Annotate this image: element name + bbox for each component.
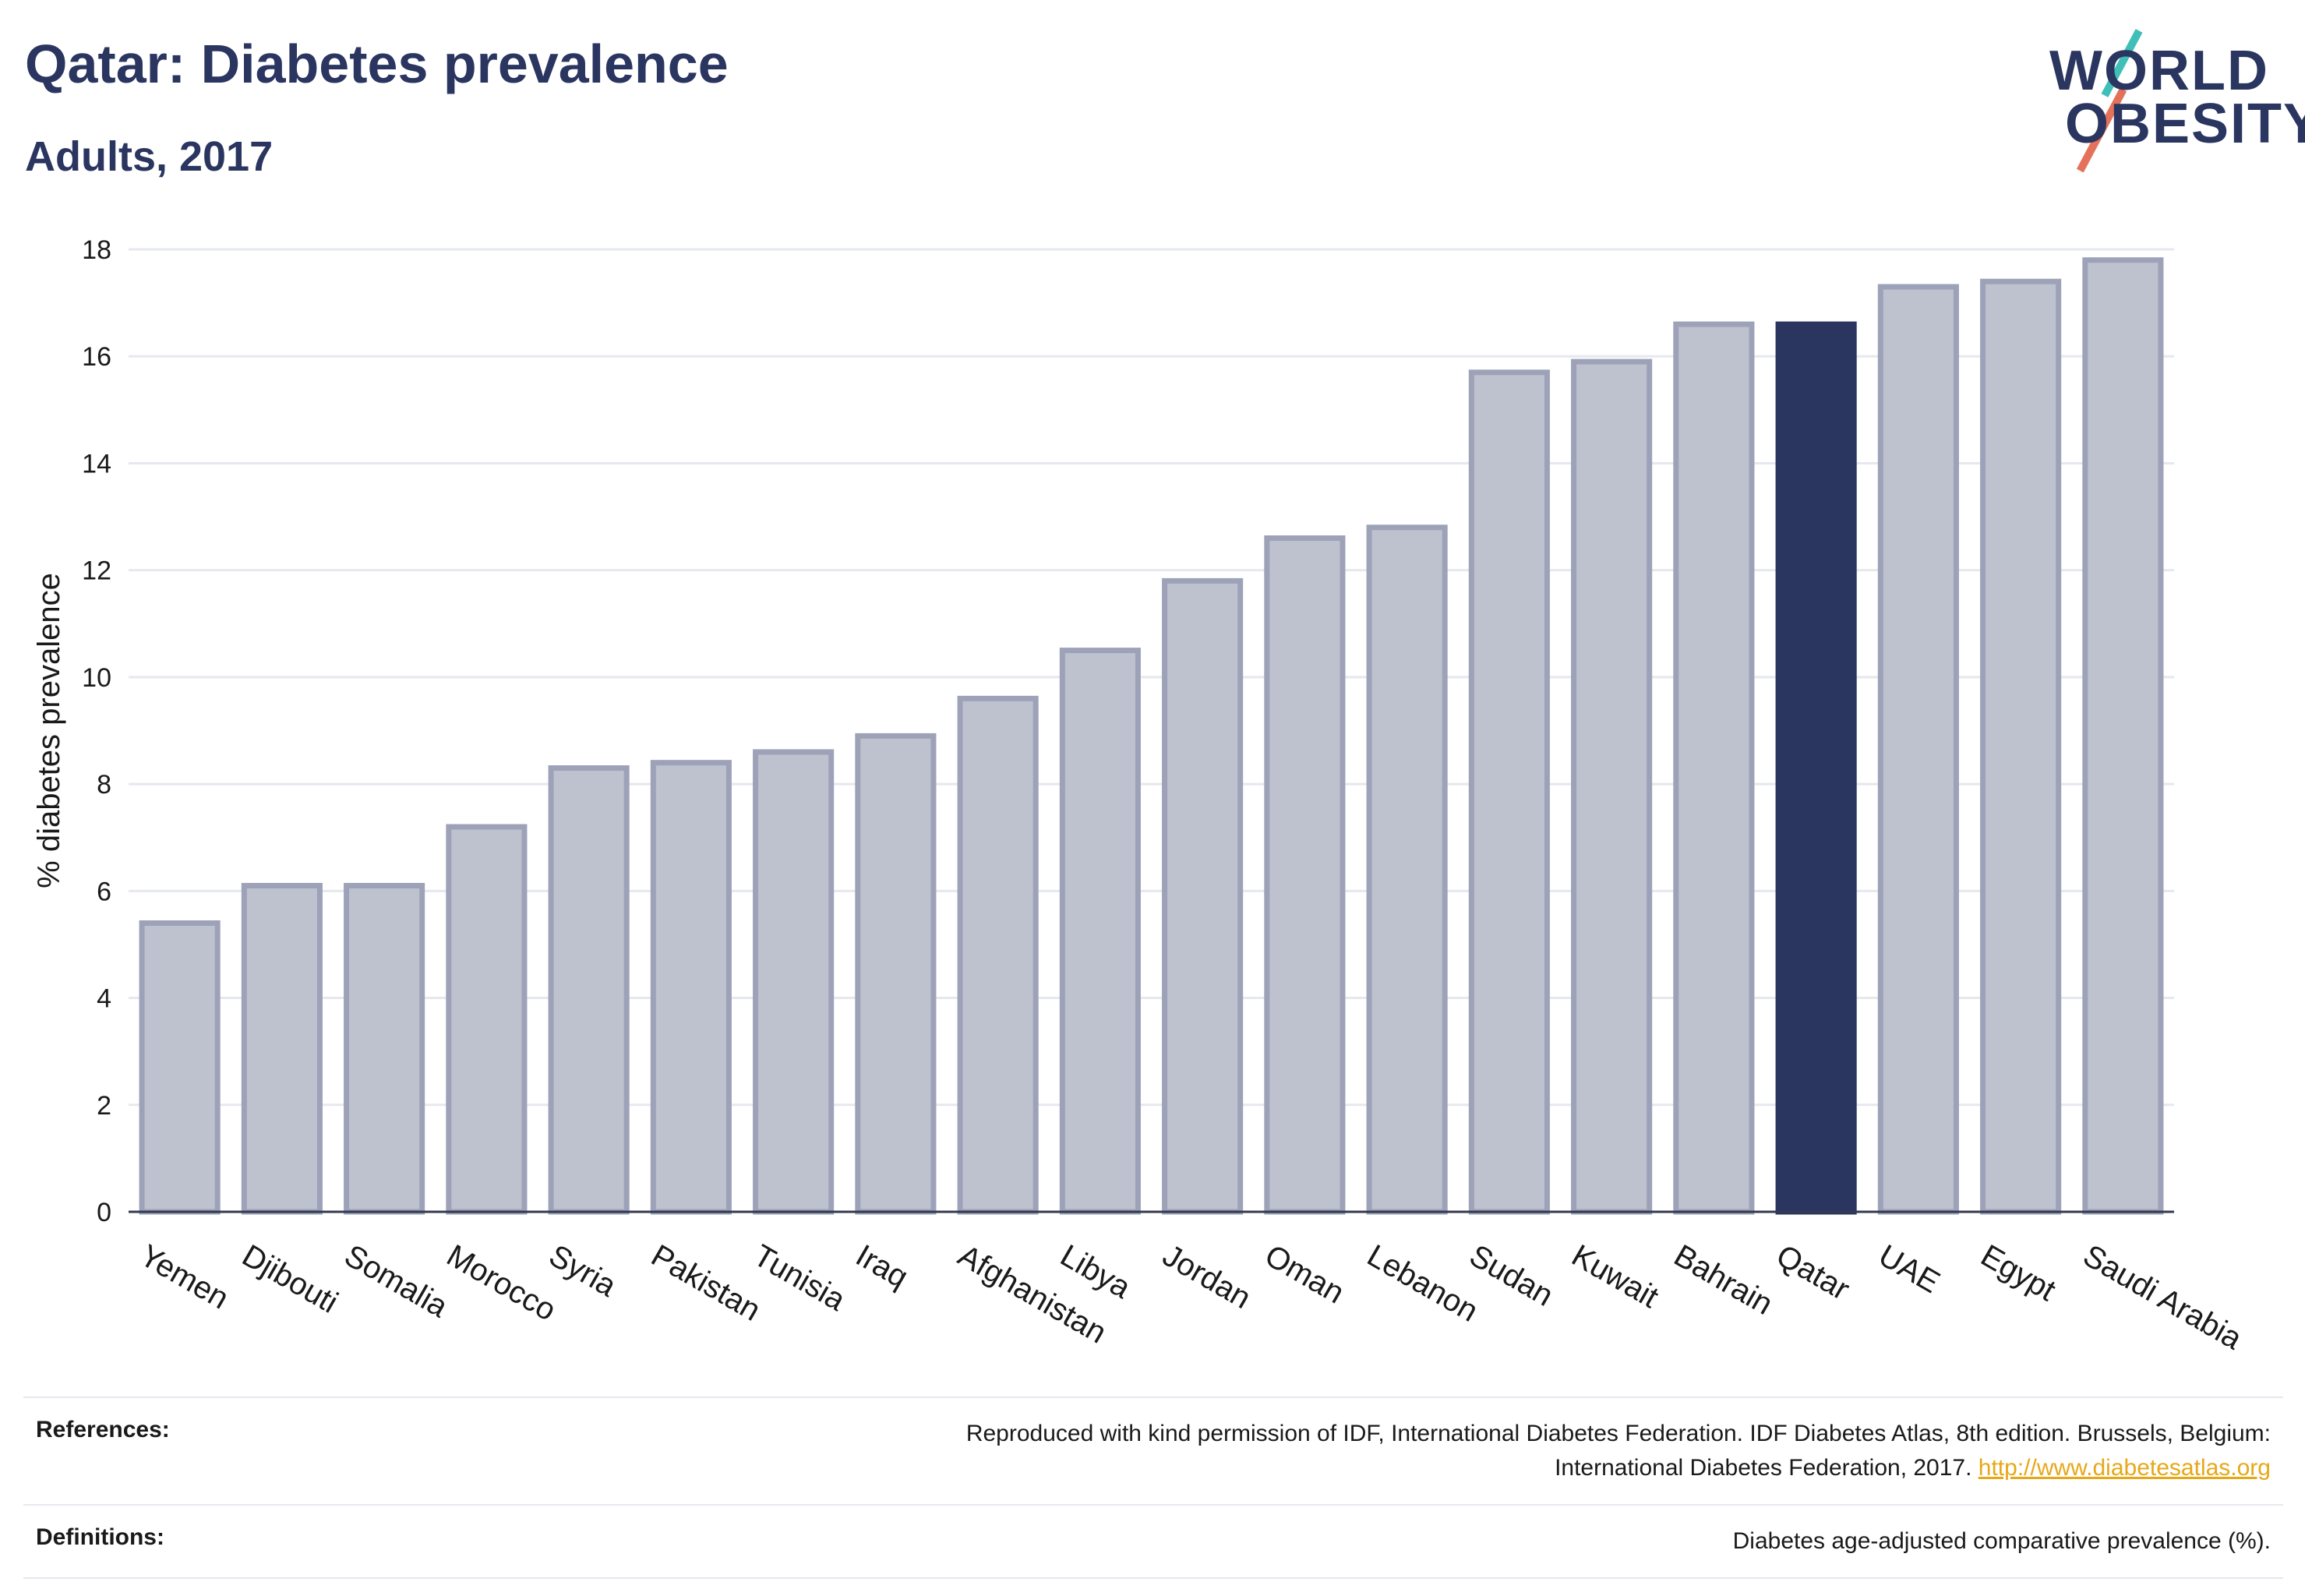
bar-libya xyxy=(1059,648,1141,1215)
bar-djibouti xyxy=(241,882,323,1215)
bar-somalia xyxy=(344,882,425,1215)
y-tick-label: 0 xyxy=(97,1198,111,1227)
y-axis-ticks: 0 2 4 6 8 10 12 14 16 18 xyxy=(82,235,111,1227)
bar-afghanistan xyxy=(957,695,1039,1215)
y-tick-label: 4 xyxy=(97,984,111,1014)
gridlines xyxy=(129,248,2174,1107)
bar-tunisia xyxy=(753,749,835,1215)
world-obesity-logo: WORLD OBESITY xyxy=(2026,23,2305,173)
x-tick-label: Yemen xyxy=(134,1238,235,1316)
bar-kuwait xyxy=(1571,358,1653,1215)
bar-egypt xyxy=(1980,278,2062,1215)
bars xyxy=(139,257,2164,1215)
x-tick-label: Qatar xyxy=(1770,1238,1855,1307)
x-tick-label: Tunisia xyxy=(748,1238,852,1318)
y-tick-label: 2 xyxy=(97,1091,111,1121)
x-tick-label: Kuwait xyxy=(1566,1238,1664,1315)
x-tick-label: Morocco xyxy=(441,1238,562,1328)
x-tick-label: Bahrain xyxy=(1668,1238,1778,1322)
bar-morocco xyxy=(446,824,528,1215)
bar-oman xyxy=(1264,535,1346,1215)
bar-syria xyxy=(548,765,630,1215)
bar-jordan xyxy=(1162,577,1244,1215)
bar-chart-svg: 0 2 4 6 8 10 12 14 16 18 Yemen DjiboutiSomaliaMoro… xyxy=(32,235,2248,1357)
references-line2: International Diabetes Federation, 2017. xyxy=(1555,1455,1978,1481)
x-tick-label: Iraq xyxy=(850,1238,914,1295)
y-tick-label: 12 xyxy=(82,556,111,586)
bar-chart: 0 2 4 6 8 10 12 14 16 18 Yemen Djibouti Somalia Moro… xyxy=(0,195,2305,1364)
logo-text-line2: OBESITY xyxy=(2065,93,2305,155)
references-text: Reproduced with kind permission of IDF, … xyxy=(954,1398,2283,1504)
definitions-row: Definitions: Diabetes age-adjusted compa… xyxy=(23,1504,2283,1579)
x-tick-label: Oman xyxy=(1259,1238,1350,1311)
references-link[interactable]: http://www.diabetesatlas.org xyxy=(1978,1455,2271,1481)
bar-lebanon xyxy=(1366,524,1448,1215)
bar-bahrain xyxy=(1673,321,1755,1215)
x-tick-label: Egypt xyxy=(1975,1238,2062,1308)
references-line1: Reproduced with kind permission of IDF, … xyxy=(965,1421,2271,1446)
bar-pakistan xyxy=(650,760,732,1215)
definitions-label: Definitions: xyxy=(36,1524,164,1550)
bar-uae xyxy=(1877,284,1959,1215)
references-label: References: xyxy=(36,1417,170,1442)
x-tick-label: Djibouti xyxy=(236,1238,344,1320)
y-tick-label: 10 xyxy=(82,663,111,693)
chart-subtitle: Adults, 2017 xyxy=(25,133,274,180)
y-tick-label: 16 xyxy=(82,342,111,372)
x-tick-label: UAE xyxy=(1873,1238,1945,1300)
x-tick-label: Jordan xyxy=(1157,1238,1257,1315)
references-row: References: Reproduced with kind permiss… xyxy=(23,1396,2283,1504)
x-tick-label: Pakistan xyxy=(645,1238,766,1328)
definitions-text: Diabetes age-adjusted comparative preval… xyxy=(1732,1528,2271,1554)
x-tick-label: Saudi Arabia xyxy=(2077,1238,2248,1357)
y-axis-label: % diabetes prevalence xyxy=(32,573,66,888)
y-tick-label: 6 xyxy=(97,877,111,906)
y-tick-label: 14 xyxy=(82,449,111,478)
logo-text-line1: WORLD xyxy=(2049,40,2269,102)
bar-qatar xyxy=(1775,321,1857,1215)
bar-sudan xyxy=(1468,369,1550,1215)
bar-yemen xyxy=(139,920,221,1215)
chart-title: Qatar: Diabetes prevalence xyxy=(25,34,729,94)
x-tick-label: Lebanon xyxy=(1361,1238,1484,1329)
y-tick-label: 18 xyxy=(82,235,111,265)
bar-iraq xyxy=(855,733,937,1215)
footer-table: References: Reproduced with kind permiss… xyxy=(23,1396,2283,1579)
bar-saudi-arabia xyxy=(2082,257,2164,1215)
y-tick-label: 8 xyxy=(97,770,111,800)
x-tick-label: Somalia xyxy=(339,1238,454,1325)
